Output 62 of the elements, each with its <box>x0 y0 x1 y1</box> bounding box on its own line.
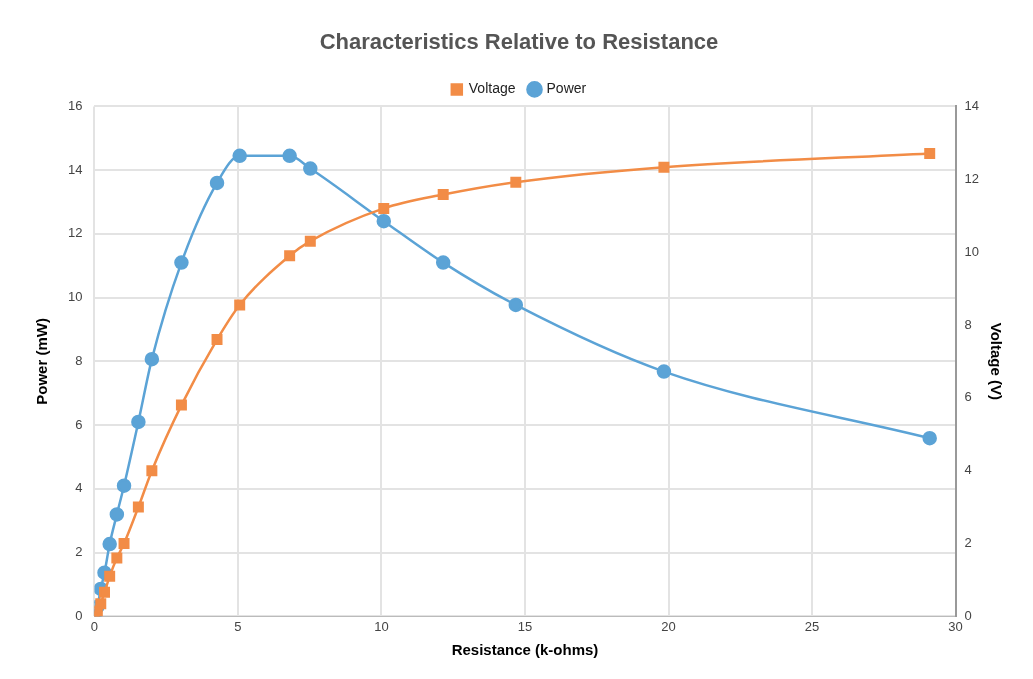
y2-tick-label: 0 <box>964 607 972 623</box>
y2-tick-label: 14 <box>964 97 980 113</box>
x-axis-title: Resistance (k-ohms) <box>451 641 599 659</box>
point <box>284 250 296 262</box>
y-tick-label: 8 <box>75 352 83 368</box>
y-tick-label: 4 <box>75 480 83 496</box>
point <box>174 255 189 270</box>
y-tick-label: 16 <box>67 97 83 113</box>
point <box>146 465 158 477</box>
point <box>99 586 110 598</box>
y2-tick-label: 2 <box>964 535 972 551</box>
point <box>435 255 451 270</box>
chart-title: Characteristics Relative to Resistance <box>319 29 719 55</box>
point <box>211 334 223 346</box>
point <box>111 552 123 564</box>
x-tick-label: 5 <box>234 618 242 634</box>
x-tick-label: 20 <box>661 618 676 634</box>
legend-label: Power <box>546 80 587 97</box>
y2-axis-title: Voltage (V) <box>987 322 1005 401</box>
point <box>282 148 297 164</box>
point <box>104 570 116 582</box>
y2-tick-label: 12 <box>964 170 980 186</box>
y2-tick-label: 10 <box>964 243 980 259</box>
point <box>510 176 522 188</box>
point <box>118 538 130 550</box>
point <box>144 351 160 367</box>
point <box>232 148 247 164</box>
point <box>922 430 937 446</box>
y-tick-label: 2 <box>75 544 83 560</box>
y-tick-label: 0 <box>75 607 83 623</box>
point <box>303 161 318 176</box>
point <box>658 161 670 173</box>
y-axis-title: Power (mW) <box>33 318 51 405</box>
y2-tick-label: 4 <box>964 462 972 478</box>
point <box>132 501 144 513</box>
point <box>304 235 316 247</box>
y2-tick-label: 8 <box>964 316 972 332</box>
x-tick-label: 15 <box>517 618 533 634</box>
point <box>175 399 187 411</box>
y-tick-label: 6 <box>75 416 83 432</box>
point <box>209 175 225 191</box>
x-tick-label: 25 <box>804 618 820 634</box>
point <box>924 147 936 159</box>
point <box>116 478 132 493</box>
x-tick-label: 30 <box>948 618 963 634</box>
x-tick-label: 10 <box>374 618 389 634</box>
y-tick-label: 10 <box>67 289 83 305</box>
point <box>102 536 117 552</box>
y-tick-label: 12 <box>67 225 83 241</box>
point <box>508 297 524 313</box>
point <box>376 213 392 229</box>
legend-label: Voltage <box>468 80 516 97</box>
point <box>437 189 449 201</box>
point <box>234 299 246 311</box>
point <box>378 202 390 214</box>
point <box>95 598 107 610</box>
point <box>109 507 125 522</box>
y2-tick-label: 6 <box>964 389 972 405</box>
y-tick-label: 14 <box>67 161 83 177</box>
x-tick-label: 0 <box>90 618 99 634</box>
point <box>656 364 672 379</box>
point <box>131 414 146 430</box>
